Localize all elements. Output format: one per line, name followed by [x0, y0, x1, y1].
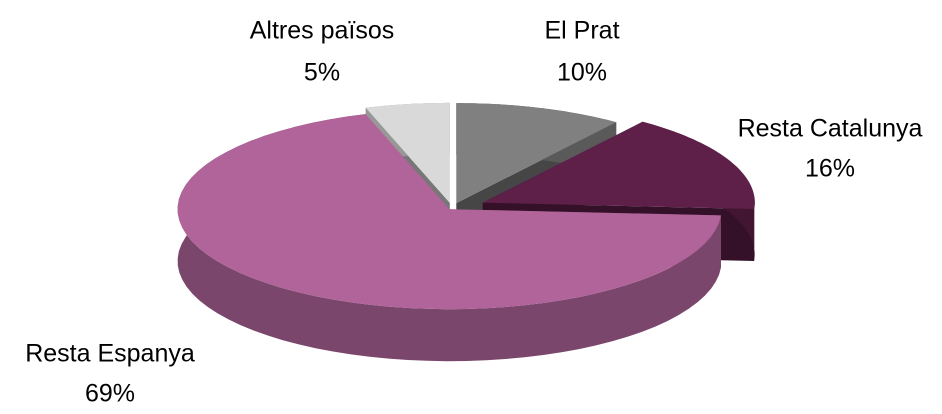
slice-label: Altres països	[250, 17, 395, 45]
slice-value-label: 5%	[304, 59, 340, 87]
slice-label: El Prat	[544, 17, 619, 45]
slice-value-label: 10%	[557, 59, 607, 87]
slice-top	[365, 102, 450, 203]
slice-side	[177, 114, 721, 362]
slice-top	[482, 121, 755, 209]
slice-top	[456, 103, 617, 204]
slice-value-label: 69%	[85, 380, 135, 408]
slice-value-label: 16%	[805, 155, 855, 183]
slice-label: Resta Catalunya	[738, 115, 923, 143]
slice-label: Resta Espanya	[25, 340, 195, 368]
slice-top	[177, 114, 721, 310]
